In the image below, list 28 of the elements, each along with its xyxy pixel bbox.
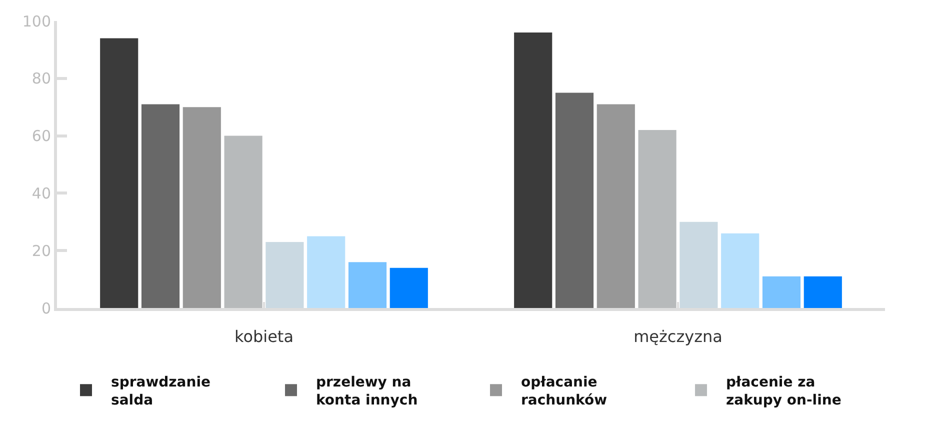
legend-label: płacenie za zakupy on-line xyxy=(726,374,842,409)
y-tick-label: 20 xyxy=(32,242,51,260)
bar xyxy=(307,236,346,308)
y-tick-label: 60 xyxy=(32,127,51,146)
bar xyxy=(596,104,635,308)
bar xyxy=(100,38,138,308)
bar xyxy=(141,104,180,308)
legend-label: przelewy na konta innych xyxy=(316,374,418,409)
y-tick-label: 80 xyxy=(32,70,51,88)
bar xyxy=(348,262,387,308)
y-tick-label: 40 xyxy=(32,184,51,202)
bar xyxy=(390,268,428,308)
x-tick-label: kobieta xyxy=(234,327,294,346)
bar xyxy=(680,222,718,308)
y-tick-label: 100 xyxy=(22,12,51,30)
bar xyxy=(266,242,304,308)
legend-label: sprawdzanie salda xyxy=(111,374,211,409)
bar xyxy=(514,32,552,308)
bar xyxy=(762,276,801,308)
bar xyxy=(182,107,221,308)
bar xyxy=(555,92,594,308)
bar xyxy=(804,276,842,308)
bar xyxy=(721,233,760,308)
y-tick-label: 0 xyxy=(41,299,51,318)
x-tick-label: mężczyzna xyxy=(634,327,722,346)
bar xyxy=(638,130,676,308)
bar xyxy=(224,136,262,308)
legend-label: opłacanie rachunków xyxy=(521,374,608,409)
